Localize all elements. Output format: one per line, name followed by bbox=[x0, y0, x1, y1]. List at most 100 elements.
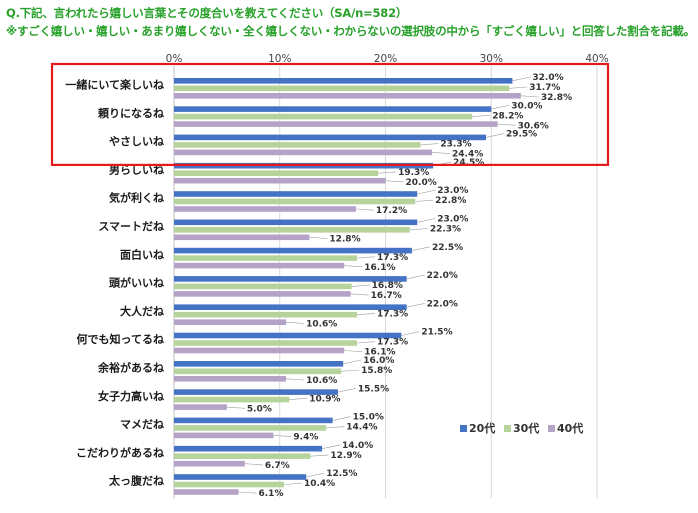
data-label: 10.4% bbox=[304, 479, 335, 489]
leader-line bbox=[520, 95, 539, 98]
category-label: 何でも知ってるね bbox=[77, 332, 164, 346]
leader-line bbox=[485, 133, 505, 138]
data-label: 24.4% bbox=[452, 150, 483, 160]
tick-label: 20% bbox=[374, 53, 397, 65]
bar-30代 bbox=[174, 113, 473, 120]
leader-line bbox=[355, 208, 374, 211]
legend: 20代 30代 40代 bbox=[460, 421, 583, 435]
data-label: 12.5% bbox=[326, 469, 357, 479]
bar-20代 bbox=[174, 332, 402, 339]
data-label: 30.0% bbox=[511, 101, 542, 111]
leader-line bbox=[343, 359, 362, 365]
bar-40代 bbox=[174, 206, 356, 212]
data-label: 15.8% bbox=[361, 366, 392, 376]
category-label: 男らしいね bbox=[109, 163, 164, 176]
leader-line bbox=[306, 472, 325, 478]
data-label: 14.4% bbox=[346, 423, 377, 433]
leader-line bbox=[350, 293, 369, 296]
category-label: 女子力高いね bbox=[98, 389, 164, 403]
data-label: 10.9% bbox=[309, 394, 340, 404]
bar-40代 bbox=[174, 177, 386, 184]
chart-note: ※すごく嬉しい・嬉しい・あまり嬉しくない・全く嬉しくない・わからないの選択肢の中… bbox=[6, 24, 695, 38]
legend-swatch bbox=[548, 425, 555, 432]
data-label: 6.7% bbox=[265, 461, 290, 471]
bar-20代 bbox=[174, 106, 492, 112]
bar-30代 bbox=[174, 311, 357, 318]
data-label: 30.6% bbox=[518, 121, 549, 131]
category-label: 余裕があるね bbox=[97, 361, 164, 375]
data-label: 17.3% bbox=[377, 309, 408, 319]
category-label: スマートだね bbox=[98, 220, 164, 233]
leader-line bbox=[310, 454, 329, 457]
data-label: 23.3% bbox=[440, 140, 471, 150]
category-label: 大人だね bbox=[120, 304, 164, 318]
leader-line bbox=[309, 237, 328, 239]
leader-line bbox=[497, 123, 516, 126]
tick-label: 10% bbox=[268, 53, 291, 65]
data-label: 32.8% bbox=[541, 93, 572, 103]
data-label: 15.0% bbox=[353, 413, 384, 423]
data-label: 12.9% bbox=[330, 451, 361, 461]
data-label: 16.1% bbox=[364, 348, 395, 358]
bar-20代 bbox=[174, 78, 513, 84]
highlight-box bbox=[50, 62, 610, 167]
bar-30代 bbox=[174, 481, 284, 488]
bar-40代 bbox=[174, 262, 345, 269]
data-label: 16.1% bbox=[364, 263, 395, 273]
bar-30代 bbox=[174, 198, 416, 205]
leader-line bbox=[238, 491, 257, 494]
leader-line bbox=[401, 331, 420, 336]
data-label: 28.2% bbox=[492, 111, 523, 121]
leader-line bbox=[289, 398, 308, 400]
bar-30代 bbox=[174, 142, 421, 148]
leader-line bbox=[244, 463, 263, 466]
data-label: 29.5% bbox=[506, 130, 537, 140]
bar-40代 bbox=[174, 319, 287, 325]
bar-40代 bbox=[174, 460, 245, 467]
bar-40代 bbox=[174, 489, 239, 495]
bar-30代 bbox=[174, 170, 379, 176]
bar-40代 bbox=[174, 376, 287, 382]
leader-line bbox=[286, 378, 305, 381]
data-label: 23.0% bbox=[437, 186, 468, 196]
bar-40代 bbox=[174, 291, 351, 297]
leader-line bbox=[356, 313, 375, 315]
data-label: 10.6% bbox=[306, 319, 337, 329]
bar-30代 bbox=[174, 255, 357, 261]
leader-line bbox=[409, 228, 428, 231]
bar-20代 bbox=[174, 474, 307, 480]
bar-30代 bbox=[174, 368, 342, 375]
bar-30代 bbox=[174, 283, 352, 290]
chart-title: Q.下記、言われたら嬉しい言葉とその度合いを教えてください（SA/n=582） bbox=[6, 6, 408, 20]
data-label: 10.6% bbox=[306, 376, 337, 386]
bar-30代 bbox=[174, 396, 290, 403]
leader-line bbox=[472, 115, 491, 117]
leader-line bbox=[326, 426, 345, 429]
legend-swatch bbox=[504, 425, 511, 432]
leader-line bbox=[411, 246, 430, 251]
bar-20代 bbox=[174, 134, 486, 141]
data-label: 15.5% bbox=[358, 384, 389, 394]
category-label: こだわりがあるね bbox=[76, 445, 164, 459]
data-label: 6.1% bbox=[259, 489, 284, 499]
category-label: マメだね bbox=[120, 418, 164, 431]
bar-40代 bbox=[174, 93, 521, 99]
category-label: 頭がいいね bbox=[109, 276, 164, 290]
bar-20代 bbox=[174, 191, 418, 197]
leader-line bbox=[417, 218, 436, 223]
leader-line bbox=[385, 180, 404, 183]
bar-40代 bbox=[174, 347, 345, 354]
bar-20代 bbox=[174, 417, 333, 424]
data-label: 22.3% bbox=[430, 225, 461, 235]
data-label: 16.7% bbox=[371, 291, 402, 301]
legend-swatch bbox=[460, 425, 467, 432]
data-label: 22.8% bbox=[435, 196, 466, 206]
bar-40代 bbox=[174, 432, 274, 439]
leader-line bbox=[321, 444, 341, 449]
bar-30代 bbox=[174, 227, 410, 233]
data-label: 22.0% bbox=[427, 299, 458, 309]
leader-line bbox=[417, 189, 436, 195]
leader-line bbox=[356, 256, 375, 259]
leader-line bbox=[226, 406, 245, 409]
leader-line bbox=[344, 265, 363, 268]
